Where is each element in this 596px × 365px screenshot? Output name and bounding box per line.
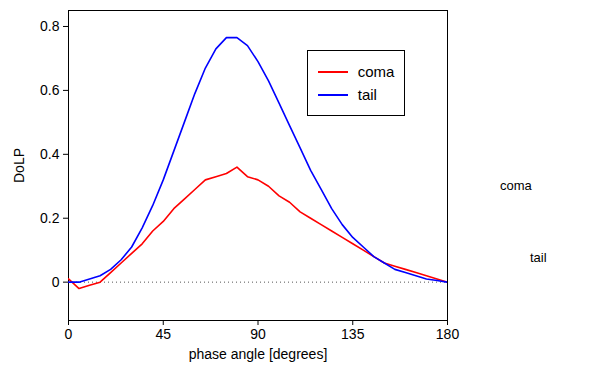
html-text:tail: tail: [357, 86, 377, 103]
html-text:tail: tail: [530, 250, 547, 265]
svg-text:0.6: 0.6: [40, 82, 60, 98]
svg-text:180: 180: [436, 326, 460, 342]
svg-text:0.4: 0.4: [40, 146, 60, 162]
svg-text:90: 90: [250, 326, 266, 342]
svg-text:0.8: 0.8: [40, 18, 60, 34]
svg-text:0: 0: [52, 274, 60, 290]
svg-text:135: 135: [341, 326, 365, 342]
html-text:coma: coma: [357, 63, 395, 80]
svg-text:0.2: 0.2: [40, 210, 60, 226]
svg-text:phase angle [degrees]: phase angle [degrees]: [189, 346, 328, 362]
svg-text:DoLP: DoLP: [11, 148, 27, 183]
html-text:coma: coma: [500, 178, 532, 193]
svg-text:45: 45: [155, 326, 171, 342]
svg-text:0: 0: [65, 326, 73, 342]
